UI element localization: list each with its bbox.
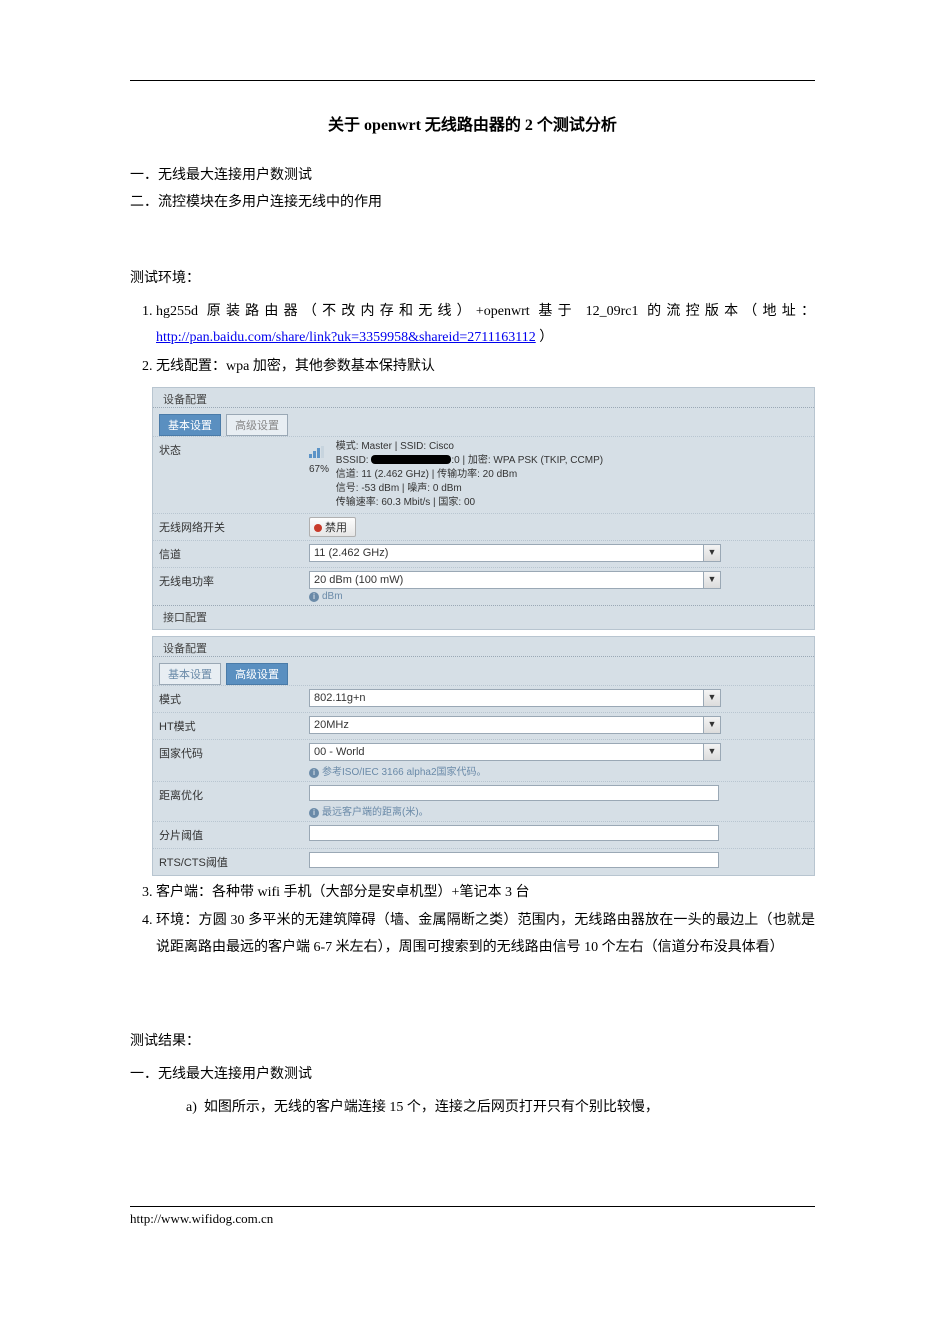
tab-basic[interactable]: 基本设置: [159, 414, 221, 436]
status-line-rate: 传输速率: 60.3 Mbit/s | 国家: 00: [336, 496, 603, 510]
frag-input[interactable]: [309, 825, 719, 841]
row-mode-label: 模式: [159, 689, 309, 707]
env-heading: 测试环境：: [130, 266, 815, 293]
row-status-value: 67% 模式: Master | SSID: Cisco BSSID: :0 |…: [309, 440, 808, 510]
status-line-bssid: BSSID: :0 | 加密: WPA PSK (TKIP, CCMP): [336, 454, 603, 468]
mode-select[interactable]: 802.11g+n▼: [309, 689, 721, 707]
status-line-mode: 模式: Master | SSID: Cisco: [336, 440, 603, 454]
panel2-tabs: 基本设置 高级设置: [153, 657, 814, 685]
distance-hint: i最远客户端的距离(米)。: [309, 801, 808, 818]
env-item-2: 无线配置：wpa 加密，其他参数基本保持默认: [156, 354, 815, 381]
env-item-1-link[interactable]: http://pan.baidu.com/share/link?uk=33599…: [156, 330, 536, 345]
row-channel: 信道 11 (2.462 GHz)▼: [153, 540, 814, 567]
row-country-label: 国家代码: [159, 743, 309, 761]
row-power-label: 无线电功率: [159, 571, 309, 589]
toc: 一．无线最大连接用户数测试 二．流控模块在多用户连接无线中的作用: [130, 163, 815, 216]
env-list-cont: 客户端：各种带 wifi 手机（大部分是安卓机型）+笔记本 3 台 环境：方圆 …: [130, 880, 815, 962]
info-icon: i: [309, 808, 319, 818]
tab-advanced-2[interactable]: 高级设置: [226, 663, 288, 685]
results-item-a-text: 如图所示，无线的客户端连接 15 个，连接之后网页打开只有个别比较慢，: [204, 1100, 659, 1115]
row-switch: 无线网络开关 禁用: [153, 513, 814, 540]
country-select[interactable]: 00 - World▼: [309, 743, 721, 761]
distance-input[interactable]: [309, 785, 719, 801]
row-frag-label: 分片阈值: [159, 825, 309, 843]
row-distance-label: 距离优化: [159, 785, 309, 803]
results-item-a-marker: a): [186, 1100, 197, 1115]
row-status: 状态 67% 模式: Master | SSID: Cisco BSSID: :…: [153, 436, 814, 513]
env-item-3: 客户端：各种带 wifi 手机（大部分是安卓机型）+笔记本 3 台: [156, 880, 815, 907]
row-country: 国家代码 00 - World▼ i参考ISO/IEC 3166 alpha2国…: [153, 739, 814, 781]
env-item-1-text-b: ）: [539, 330, 553, 345]
chevron-down-icon: ▼: [703, 717, 720, 733]
chevron-down-icon: ▼: [703, 572, 720, 588]
top-rule: [130, 80, 815, 81]
panel2-legend: 设备配置: [153, 637, 814, 657]
env-item-1-text-a: hg255d 原装路由器（不改内存和无线）+openwrt 基于 12_09rc…: [156, 304, 815, 319]
device-config-panel-2: 设备配置 基本设置 高级设置 模式 802.11g+n▼ HT模式 20MHz▼…: [152, 636, 815, 876]
status-line-signal: 信号: -53 dBm | 噪声: 0 dBm: [336, 482, 603, 496]
chevron-down-icon: ▼: [703, 744, 720, 760]
chevron-down-icon: ▼: [703, 690, 720, 706]
results-item-a: a) 如图所示，无线的客户端连接 15 个，连接之后网页打开只有个别比较慢，: [186, 1095, 815, 1122]
row-ht-label: HT模式: [159, 716, 309, 734]
disable-button[interactable]: 禁用: [309, 517, 356, 537]
toc-item-2: 二．流控模块在多用户连接无线中的作用: [130, 190, 815, 217]
env-item-1: hg255d 原装路由器（不改内存和无线）+openwrt 基于 12_09rc…: [156, 299, 815, 352]
panel1-iface-legend: 接口配置: [153, 605, 814, 629]
rts-input[interactable]: [309, 852, 719, 868]
channel-select[interactable]: 11 (2.462 GHz)▼: [309, 544, 721, 562]
info-icon: i: [309, 768, 319, 778]
env-list: hg255d 原装路由器（不改内存和无线）+openwrt 基于 12_09rc…: [130, 299, 815, 381]
device-config-panel-1: 设备配置 基本设置 高级设置 状态 67% 模式: Master | SSID:…: [152, 387, 815, 630]
panel1-tabs: 基本设置 高级设置: [153, 408, 814, 436]
toc-item-1: 一．无线最大连接用户数测试: [130, 163, 815, 190]
row-rts-label: RTS/CTS阈值: [159, 852, 309, 870]
row-switch-label: 无线网络开关: [159, 517, 309, 535]
signal-icon: 67%: [309, 440, 329, 477]
results-sublist: a) 如图所示，无线的客户端连接 15 个，连接之后网页打开只有个别比较慢，: [130, 1095, 815, 1122]
panel1-legend: 设备配置: [153, 388, 814, 408]
country-hint: i参考ISO/IEC 3166 alpha2国家代码。: [309, 761, 808, 778]
row-frag: 分片阈值: [153, 821, 814, 848]
status-line-channel: 信道: 11 (2.462 GHz) | 传输功率: 20 dBm: [336, 468, 603, 482]
results-heading: 测试结果：: [130, 1029, 815, 1056]
tab-advanced[interactable]: 高级设置: [226, 414, 288, 436]
ht-select[interactable]: 20MHz▼: [309, 716, 721, 734]
row-distance: 距离优化 i最远客户端的距离(米)。: [153, 781, 814, 821]
chevron-down-icon: ▼: [703, 545, 720, 561]
info-icon: i: [309, 592, 319, 602]
env-item-4: 环境：方圆 30 多平米的无建筑障碍（墙、金属隔断之类）范围内，无线路由器放在一…: [156, 908, 815, 961]
row-mode: 模式 802.11g+n▼: [153, 685, 814, 712]
row-rts: RTS/CTS阈值: [153, 848, 814, 875]
bssid-redacted: [371, 455, 451, 464]
row-power: 无线电功率 20 dBm (100 mW)▼ idBm: [153, 567, 814, 605]
page-title: 关于 openwrt 无线路由器的 2 个测试分析: [130, 111, 815, 135]
power-select[interactable]: 20 dBm (100 mW)▼: [309, 571, 721, 589]
page-footer: http://www.wifidog.com.cn: [130, 1206, 815, 1227]
power-hint: idBm: [309, 589, 808, 602]
row-channel-label: 信道: [159, 544, 309, 562]
row-ht: HT模式 20MHz▼: [153, 712, 814, 739]
footer-url: http://www.wifidog.com.cn: [130, 1211, 273, 1226]
tab-basic-2[interactable]: 基本设置: [159, 663, 221, 685]
signal-pct: 67%: [309, 464, 329, 475]
row-status-label: 状态: [159, 440, 309, 458]
results-sec1: 一．无线最大连接用户数测试: [130, 1062, 815, 1089]
